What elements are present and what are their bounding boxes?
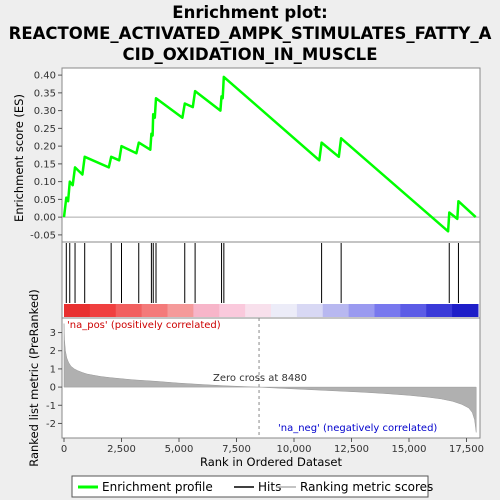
es-ytick-label: 0.20 bbox=[34, 142, 56, 153]
rank-color-band bbox=[296, 304, 324, 317]
metric-ytick-label: -1 bbox=[46, 401, 56, 412]
xtick-label: 0 bbox=[61, 444, 67, 455]
xtick-label: 5,000 bbox=[165, 444, 194, 455]
enrichment-profile-line bbox=[62, 75, 477, 233]
es-series bbox=[62, 75, 477, 233]
rank-color-band bbox=[89, 304, 117, 317]
rank-color-band bbox=[64, 304, 91, 317]
es-ytick-label: 0.40 bbox=[34, 71, 56, 82]
xtick-label: 7,500 bbox=[222, 444, 251, 455]
es-ytick-label: 0.30 bbox=[34, 106, 56, 117]
es-ytick-label: -0.05 bbox=[30, 230, 56, 241]
pos-label: 'na_pos' (positively correlated) bbox=[67, 320, 221, 331]
es-ytick-label: 0.25 bbox=[34, 124, 56, 135]
legend-ranking-label: Ranking metric scores bbox=[300, 480, 433, 494]
es-ytick-label: 0.05 bbox=[34, 195, 56, 206]
metric-ylabel: Ranked list metric (PreRanked) bbox=[27, 289, 41, 467]
rank-color-band bbox=[167, 304, 194, 317]
xlabel: Rank in Ordered Dataset bbox=[200, 455, 343, 469]
xtick-label: 12,500 bbox=[334, 444, 369, 455]
metric-ytick-label: 2 bbox=[50, 346, 56, 357]
metric-ytick-label: 3 bbox=[50, 328, 56, 339]
rank-color-band bbox=[452, 304, 479, 317]
metric-ytick-label: 1 bbox=[50, 364, 56, 375]
hit-markers bbox=[65, 243, 459, 303]
metric-ytick-label: -2 bbox=[46, 419, 56, 430]
x-axis: 0 2,500 5,000 7,500 10,000 12,500 15,000 17,500 bbox=[61, 438, 484, 455]
legend-hits-label: Hits bbox=[258, 480, 281, 494]
ranking-metric-area bbox=[63, 323, 477, 433]
es-panel bbox=[61, 67, 481, 243]
rank-color-bar bbox=[64, 304, 479, 317]
zero-cross-label: Zero cross at 8480 bbox=[213, 373, 307, 384]
legend-profile-label: Enrichment profile bbox=[102, 480, 213, 494]
es-y-axis: -0.05 0.00 0.05 0.10 0.15 0.20 0.25 0.30 0.35 0.4… bbox=[30, 71, 62, 241]
rank-color-band bbox=[115, 304, 143, 317]
rank-color-band bbox=[348, 304, 375, 317]
rank-color-band bbox=[271, 304, 298, 317]
title-line-3: CID_OXIDATION_IN_MUSCLE bbox=[123, 45, 378, 64]
metric-series bbox=[63, 318, 477, 438]
metric-panel bbox=[61, 317, 481, 439]
es-ytick-label: 0.10 bbox=[34, 177, 56, 188]
rank-color-band bbox=[374, 304, 401, 317]
rank-color-band bbox=[400, 304, 427, 317]
title-line-2: REACTOME_ACTIVATED_AMPK_STIMULATES_FATTY… bbox=[9, 24, 492, 43]
rank-color-band bbox=[426, 304, 453, 317]
rank-color-band bbox=[193, 304, 220, 317]
xtick-label: 15,000 bbox=[392, 444, 427, 455]
es-ytick-label: 0.35 bbox=[34, 88, 56, 99]
es-ytick-label: 0.00 bbox=[34, 213, 56, 224]
xtick-label: 17,500 bbox=[449, 444, 484, 455]
title-line-1: Enrichment plot: bbox=[172, 3, 327, 22]
neg-label: 'na_neg' (negatively correlated) bbox=[278, 423, 437, 434]
es-ylabel: Enrichment score (ES) bbox=[12, 94, 26, 222]
xtick-label: 10,000 bbox=[277, 444, 312, 455]
rank-color-band bbox=[141, 304, 168, 317]
metric-y-axis: -2 -1 0 1 2 3 bbox=[46, 328, 62, 430]
metric-ytick-label: 0 bbox=[50, 383, 56, 394]
es-ytick-label: 0.15 bbox=[34, 159, 56, 170]
xtick-label: 2,500 bbox=[107, 444, 136, 455]
rank-color-band bbox=[219, 304, 246, 317]
rank-color-band bbox=[245, 304, 272, 317]
rank-color-band bbox=[322, 304, 350, 317]
